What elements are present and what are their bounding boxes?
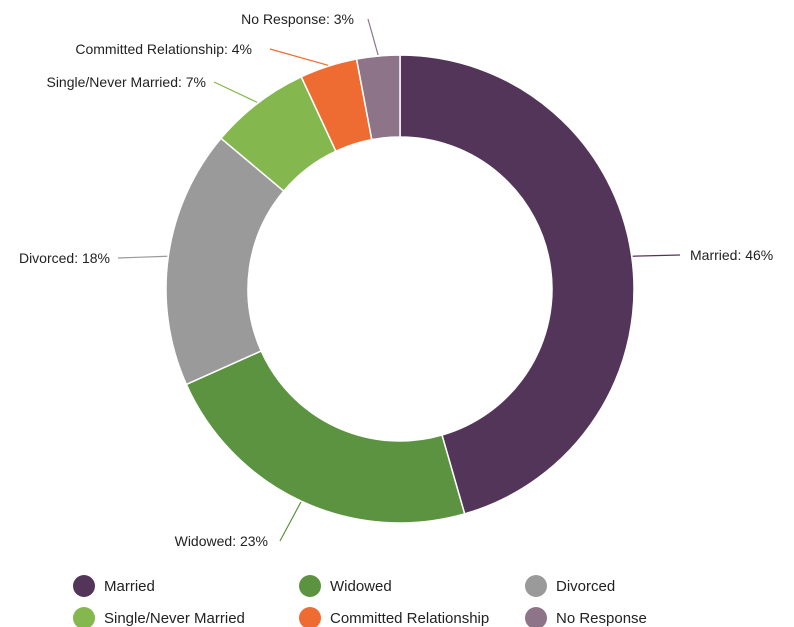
leader-single-never-married (213, 81, 258, 103)
legend-item-committed-relationship: Committed Relationship (299, 607, 489, 627)
data-labels: Married: 46% Widowed: 23% Divorced: 18% Sin… (19, 11, 773, 549)
leader-married (632, 254, 681, 257)
leader-widowed (279, 501, 302, 542)
legend-item-widowed: Widowed (299, 575, 392, 597)
legend-item-married: Married (73, 575, 155, 597)
legend-label-widowed: Widowed (330, 578, 392, 595)
legend-swatch-committed-relationship (299, 607, 321, 627)
data-label-divorced: Divorced: 18% (19, 250, 110, 266)
slice-married (399, 54, 635, 515)
legend-label-divorced: Divorced (556, 578, 615, 595)
legend-label-single-never-married: Single/Never Married (104, 610, 245, 627)
data-label-single-never-married: Single/Never Married: 7% (46, 74, 206, 90)
legend-swatch-married (73, 575, 95, 597)
legend: Married Widowed Divorced Single/Never Marri… (73, 575, 647, 627)
data-label-no-response: No Response: 3% (241, 11, 354, 27)
leader-committed-relationship (269, 48, 329, 66)
slice-no-response (355, 54, 401, 141)
legend-swatch-no-response (525, 607, 547, 627)
legend-item-no-response: No Response (525, 607, 647, 627)
chart-slices (165, 54, 635, 524)
legend-swatch-divorced (525, 575, 547, 597)
legend-swatch-widowed (299, 575, 321, 597)
legend-item-single-never-married: Single/Never Married (73, 607, 245, 627)
data-label-widowed: Widowed: 23% (175, 533, 268, 549)
legend-label-no-response: No Response (556, 610, 647, 627)
legend-swatch-single-never-married (73, 607, 95, 627)
legend-item-divorced: Divorced (525, 575, 615, 597)
legend-label-committed-relationship: Committed Relationship (330, 610, 489, 627)
slice-widowed (185, 349, 466, 524)
label-leader-lines (117, 18, 681, 542)
legend-label-married: Married (104, 578, 155, 595)
data-label-married: Married: 46% (690, 247, 773, 263)
leader-divorced (117, 255, 168, 259)
data-label-committed-relationship: Committed Relationship: 4% (75, 41, 252, 57)
leader-no-response (367, 18, 379, 56)
